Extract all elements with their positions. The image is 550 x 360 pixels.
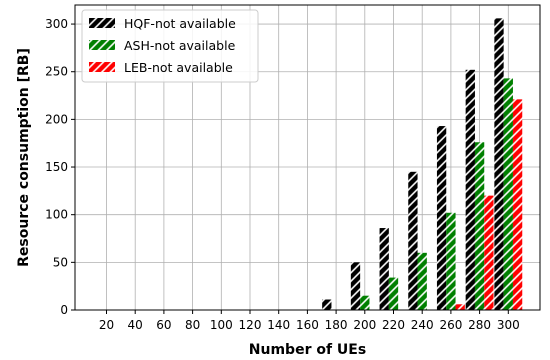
y-tick-label: 0: [60, 303, 68, 317]
bar-ash-260: [446, 212, 456, 310]
x-tick-label: 80: [185, 318, 200, 332]
legend-label: HQF-not available: [124, 16, 236, 31]
bars: [322, 18, 523, 310]
x-tick-label: 200: [353, 318, 376, 332]
x-tick-label: 120: [239, 318, 262, 332]
bar-ash-280: [474, 142, 485, 310]
x-tick-label: 60: [156, 318, 171, 332]
bar-ash-200: [360, 295, 370, 310]
bar-leb-280: [484, 195, 494, 310]
bar-hqf-260: [436, 126, 447, 310]
legend-label: ASH-not available: [124, 38, 236, 53]
ticks: 0 50 100 150 200 250 300 20 40 60 80 100 120 140 160 18…: [45, 17, 520, 332]
bar-leb-260: [455, 304, 465, 310]
x-tick-label: 20: [99, 318, 114, 332]
x-tick-label: 280: [468, 318, 491, 332]
x-tick-label: 260: [439, 318, 462, 332]
bar-ash-220: [388, 277, 399, 310]
y-tick-label: 50: [53, 255, 68, 269]
bar-hqf-180: [322, 299, 332, 310]
y-tick-label: 200: [45, 112, 68, 126]
x-tick-label: 240: [411, 318, 434, 332]
y-tick-label: 250: [45, 65, 68, 79]
legend-swatch: [89, 18, 115, 28]
x-tick-label: 40: [128, 318, 143, 332]
x-tick-label: 220: [382, 318, 405, 332]
legend: HQF-not available ASH-not available LEB-no…: [81, 9, 259, 83]
bar-hqf-200: [350, 262, 361, 310]
bar-hqf-280: [465, 69, 475, 310]
x-tick-label: 180: [325, 318, 348, 332]
bar-ash-300: [503, 78, 513, 310]
x-tick-label: 140: [267, 318, 290, 332]
y-axis-label: Resource consumption [RB]: [16, 48, 32, 267]
legend-swatch: [89, 62, 115, 72]
legend-swatch: [89, 40, 115, 50]
y-tick-label: 300: [45, 17, 68, 31]
bar-ash-240: [417, 252, 427, 310]
legend-box: [81, 9, 259, 83]
x-axis-label: Number of UEs: [249, 342, 366, 358]
bar-leb-300: [512, 99, 523, 310]
x-tick-label: 300: [497, 318, 520, 332]
bar-hqf-300: [494, 18, 504, 310]
bar-hqf-220: [379, 228, 389, 310]
y-tick-label: 100: [45, 208, 68, 222]
x-tick-label: 160: [296, 318, 319, 332]
x-tick-label: 100: [210, 318, 233, 332]
y-tick-label: 150: [45, 160, 68, 174]
bar-hqf-240: [408, 171, 418, 310]
legend-label: LEB-not available: [124, 60, 233, 75]
